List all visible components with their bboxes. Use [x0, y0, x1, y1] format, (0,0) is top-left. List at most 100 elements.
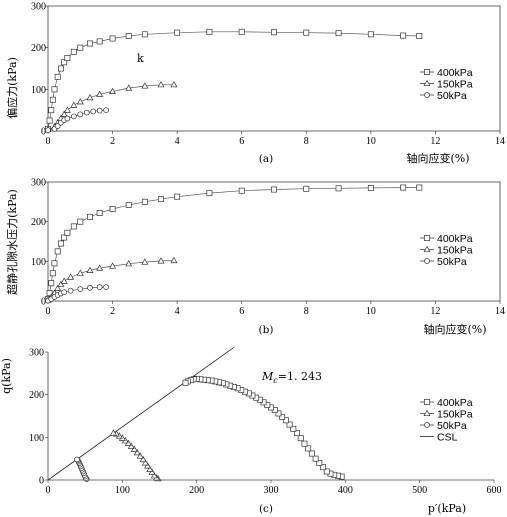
data-point-150kPa [136, 452, 144, 459]
data-point-400kPa [238, 187, 245, 194]
data-point-150kPa [109, 429, 117, 436]
data-point-150kPa [133, 448, 141, 456]
data-point-400kPa [367, 185, 374, 191]
data-point-400kPa [206, 28, 213, 35]
axes-a: 0 2 4 6 8 10 12 14 0 100 200 300 [31, 2, 505, 148]
data-point-50kPa [87, 285, 93, 291]
series-line-400kPa [47, 31, 420, 129]
ylabel-b: 超静孔隙水压力(kPa) [5, 189, 19, 295]
data-point-400kPa [46, 117, 53, 124]
data-point-150kPa [86, 266, 94, 274]
legend-marker [423, 79, 431, 87]
data-point-150kPa [127, 442, 135, 449]
data-point-150kPa [170, 81, 178, 88]
data-point-400kPa [109, 35, 116, 42]
legend-marker [424, 92, 430, 98]
data-point-400kPa [303, 185, 310, 192]
legend-marker [424, 258, 430, 264]
panel-b: 0 2 4 6 8 10 12 14 0 100 200 300 超静孔隙水压力(kPa) 轴向应变(… [5, 178, 505, 337]
data-point-400kPa [320, 464, 326, 471]
legend-label: 150kPa [437, 79, 473, 91]
data-point-150kPa [70, 101, 78, 108]
data-point-400kPa [49, 270, 56, 277]
legend-label: 150kPa [437, 409, 473, 421]
ylabel-c: q(kPa) [0, 358, 13, 394]
x-tick-label: 4 [175, 136, 180, 147]
series-b [44, 184, 423, 304]
data-point-400kPa [312, 455, 319, 462]
data-point-400kPa [70, 223, 77, 230]
data-point-400kPa [206, 190, 213, 197]
data-point-400kPa [174, 29, 181, 36]
data-point-150kPa [139, 455, 147, 463]
panel-a: 0 2 4 6 8 10 12 14 0 100 200 300 偏应力(kPa) 轴向应变(%) (… [5, 2, 505, 166]
axes-c: 0 100 200 300 400 500 600 0 100 200 300 [29, 348, 502, 497]
x-tick-label: 300 [264, 485, 279, 496]
data-point-150kPa [144, 462, 152, 469]
data-point-50kPa [103, 284, 109, 290]
data-point-150kPa [86, 93, 94, 101]
data-point-150kPa [63, 106, 71, 113]
data-point-400kPa [290, 425, 297, 432]
data-point-400kPa [303, 29, 310, 36]
data-point-400kPa [125, 33, 132, 39]
data-point-400kPa [416, 33, 423, 39]
legend-marker [423, 245, 431, 253]
data-point-400kPa [64, 55, 71, 62]
x-tick-label: 6 [239, 136, 244, 147]
data-point-150kPa [109, 262, 117, 269]
caption-c: (c) [259, 503, 273, 515]
data-point-150kPa [157, 257, 165, 264]
x-tick-label: 2 [110, 306, 115, 317]
data-point-50kPa [61, 289, 67, 296]
data-point-50kPa [96, 284, 103, 290]
data-point-400kPa [158, 196, 164, 203]
data-point-400kPa [141, 198, 148, 205]
legend-marker [424, 69, 430, 75]
data-point-400kPa [416, 184, 423, 191]
annotation-mc-value: =1. 243 [278, 370, 322, 383]
legend-label: 150kPa [437, 245, 473, 257]
data-point-50kPa [54, 123, 61, 129]
legend-marker [424, 399, 430, 405]
xlabel-a: 轴向应变(%) [406, 151, 469, 165]
legend-label: 50kPa [437, 420, 467, 432]
data-point-400kPa [335, 30, 342, 37]
x-tick-label: 0 [46, 485, 51, 496]
data-point-150kPa [76, 269, 84, 276]
data-point-150kPa [96, 264, 104, 271]
data-point-400kPa [282, 417, 289, 424]
series-c [47, 347, 345, 482]
data-point-400kPa [48, 107, 55, 114]
data-point-400kPa [305, 445, 312, 452]
axes-b: 0 2 4 6 8 10 12 14 0 100 200 300 [31, 178, 505, 318]
data-point-400kPa [301, 440, 308, 447]
annotation-mc-sub: c [273, 376, 278, 385]
x-tick-label: 600 [487, 485, 502, 496]
data-point-400kPa [141, 31, 148, 38]
x-tick-label: 0 [46, 306, 51, 317]
legend-label: 400kPa [437, 233, 473, 245]
panel-c: 0 100 200 300 400 500 600 0 100 200 300 q(kPa) p′(… [0, 347, 502, 515]
data-point-400kPa [367, 31, 374, 38]
data-point-400kPa [87, 213, 93, 220]
data-point-400kPa [96, 38, 103, 45]
data-point-400kPa [54, 73, 61, 80]
legend-label-csl: CSL [437, 432, 458, 444]
data-point-400kPa [51, 86, 58, 93]
data-point-400kPa [279, 413, 286, 420]
data-point-400kPa [125, 202, 132, 208]
data-point-150kPa [76, 98, 84, 105]
annotation-mc: Mc=1. 243 [261, 370, 322, 385]
y-tick-label: 100 [29, 433, 44, 444]
data-point-400kPa [77, 44, 84, 51]
data-point-150kPa [141, 258, 149, 265]
data-point-50kPa [77, 111, 84, 118]
data-point-400kPa [77, 218, 84, 225]
data-point-50kPa [67, 287, 74, 294]
y-tick-label: 0 [41, 297, 46, 308]
x-tick-label: 2 [110, 136, 115, 147]
data-point-150kPa [148, 468, 156, 475]
data-point-400kPa [61, 59, 68, 66]
data-point-400kPa [297, 435, 304, 442]
